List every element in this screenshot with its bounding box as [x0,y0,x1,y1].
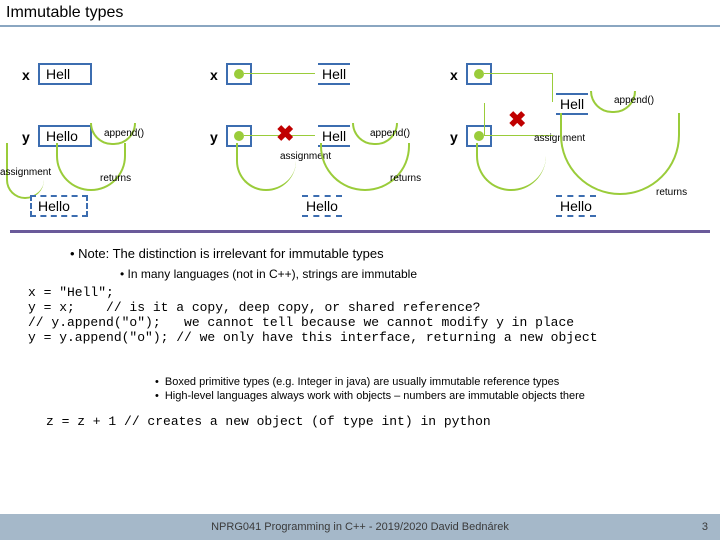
page-number: 3 [702,521,708,533]
right-returns-label: returns [656,187,687,198]
right-x-dot [474,69,484,79]
right-append-label: append() [614,95,654,106]
left-x-box: Hell [38,63,92,85]
slide-title: Immutable types [0,0,720,27]
mid-x-label: x [210,67,218,83]
left-returns-label: returns [100,173,131,184]
right-x-cross-icon: ✖ [508,107,526,133]
diagram-area: x Hell y Hello append() assignment retur… [0,27,720,247]
right-x-label: x [450,67,458,83]
mid-x-ptrline [244,73,315,74]
mid-x-obj: Hell [318,63,350,85]
note-line-2: • In many languages (not in C++), string… [120,267,710,281]
sub-bullet-2-text: High-level languages always work with ob… [165,390,585,402]
footer: NPRG041 Programming in C++ - 2019/2020 D… [0,514,720,540]
mid-y-dot [234,131,244,141]
sub-bullets: Boxed primitive types (e.g. Integer in j… [155,376,715,402]
right-y-dot [474,131,484,141]
footer-text: NPRG041 Programming in C++ - 2019/2020 D… [0,521,720,533]
right-shared-obj: Hell [556,93,588,115]
right-y-label: y [450,129,458,145]
mid-x-dot [234,69,244,79]
right-assign-arc [476,143,546,191]
note-line-2-text: In many languages (not in C++), strings … [128,267,417,281]
left-append-label: append() [104,128,144,139]
notes: • Note: The distinction is irrelevant fo… [10,246,710,347]
left-x-label: x [22,67,30,83]
right-x-ptrline [484,73,553,102]
mid-append-label: append() [370,128,410,139]
left-result-box: Hello [30,195,88,217]
left-assign-label: assignment [0,167,51,178]
note-line-1-text: Note: The distinction is irrelevant for … [78,246,383,261]
separator-line [10,230,710,233]
right-result-box: Hello [556,195,596,217]
sub-bullet-1-text: Boxed primitive types (e.g. Integer in j… [165,376,559,388]
mid-y-label: y [210,129,218,145]
sub-bullet-1: Boxed primitive types (e.g. Integer in j… [155,376,715,388]
title-text: Immutable types [6,4,123,21]
code-block-1: x = "Hell"; y = x; // is it a copy, deep… [28,285,710,345]
mid-result-box: Hello [302,195,342,217]
note-line-1: • Note: The distinction is irrelevant fo… [70,246,710,261]
code-block-2: z = z + 1 // creates a new object (of ty… [46,414,491,429]
right-returns-arc [560,113,680,195]
mid-returns-label: returns [390,173,421,184]
sub-bullet-2: High-level languages always work with ob… [155,390,715,402]
